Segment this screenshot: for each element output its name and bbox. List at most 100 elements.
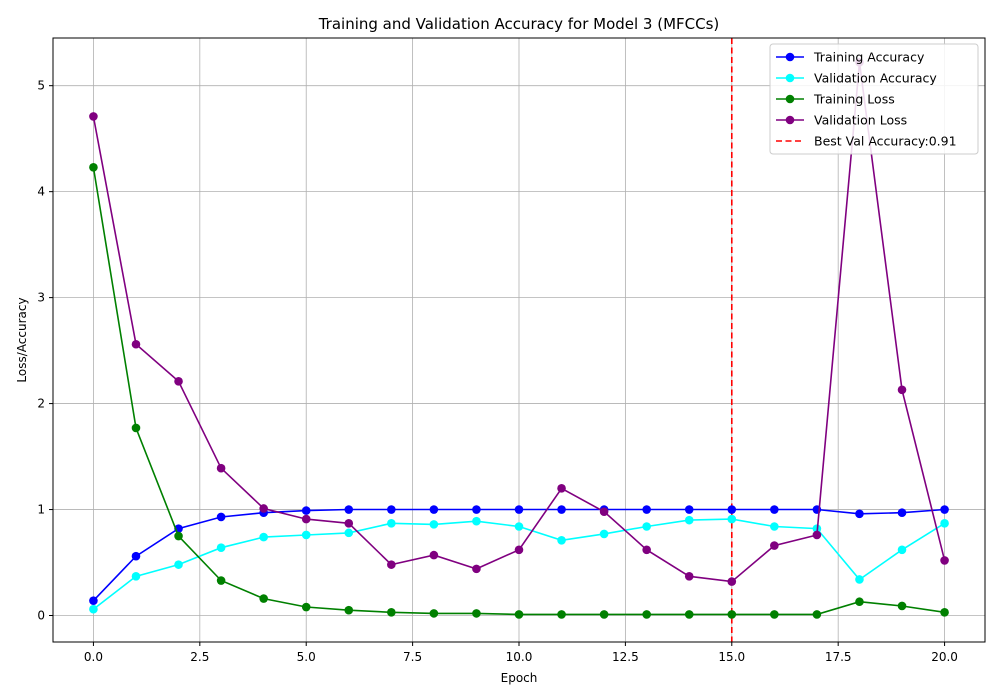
data-point-validation-loss [301, 514, 311, 524]
data-point-training-loss [940, 608, 949, 617]
data-point-training-loss [301, 602, 311, 612]
data-point-training-accuracy [301, 506, 311, 515]
data-point-training-loss [514, 610, 524, 619]
data-point-training-loss [855, 597, 864, 607]
data-point-validation-accuracy [344, 528, 354, 538]
y-tick-label: 4 [37, 185, 45, 199]
data-point-training-loss [344, 605, 354, 615]
legend-item: Validation Loss [776, 113, 907, 128]
data-point-validation-accuracy [940, 519, 949, 528]
data-point-validation-accuracy [599, 529, 609, 539]
legend-item: Best Val Accuracy:0.91 [776, 134, 957, 149]
data-point-validation-loss [812, 530, 822, 540]
data-point-validation-accuracy [429, 520, 439, 529]
series-training-accuracy [89, 505, 949, 605]
data-point-validation-accuracy [684, 515, 694, 525]
axis-ticks: 0.0 2.5 5.0 7.5 10.0 12.5 15.0 17.5 20.0 0 1 2 3 4 5 [37, 79, 958, 664]
data-point-training-accuracy [89, 596, 98, 605]
data-point-training-accuracy [855, 509, 864, 519]
x-tick-label: 0.0 [84, 650, 103, 664]
data-point-training-accuracy [472, 505, 481, 514]
data-point-training-accuracy [642, 505, 651, 514]
data-point-validation-loss [684, 572, 694, 581]
data-point-training-loss [429, 609, 439, 618]
data-point-validation-loss [344, 519, 354, 528]
x-tick-label: 5.0 [297, 650, 316, 664]
data-point-validation-accuracy [472, 516, 481, 526]
x-tick-label: 17.5 [825, 650, 852, 664]
data-point-validation-accuracy [897, 545, 907, 555]
data-point-validation-loss [89, 112, 98, 121]
legend-marker [785, 73, 795, 83]
data-point-validation-accuracy [514, 522, 524, 531]
x-tick-label: 7.5 [403, 650, 422, 664]
legend: Training Accuracy Validation Accuracy Trai… [769, 43, 979, 155]
data-point-training-loss [174, 531, 183, 541]
data-point-validation-accuracy [855, 575, 864, 584]
x-axis-label: Epoch [501, 671, 538, 685]
data-point-training-loss [599, 610, 609, 619]
data-point-training-accuracy [429, 505, 439, 514]
legend-item: Validation Accuracy [776, 71, 937, 86]
data-point-validation-accuracy [131, 572, 141, 581]
series-validation-loss [89, 58, 949, 586]
data-point-training-loss [89, 162, 98, 172]
data-point-validation-loss [642, 545, 651, 555]
data-point-training-loss [684, 610, 694, 619]
x-tick-label: 20.0 [931, 650, 958, 664]
y-tick-label: 2 [37, 397, 45, 411]
data-point-validation-accuracy [89, 604, 98, 614]
legend-marker [785, 94, 795, 104]
data-point-training-accuracy [131, 551, 141, 561]
x-tick-label: 10.0 [506, 650, 533, 664]
data-point-validation-loss [599, 507, 609, 516]
data-point-validation-loss [472, 564, 481, 574]
legend-label: Validation Loss [814, 113, 907, 128]
series-training-loss [89, 162, 949, 619]
data-point-validation-loss [514, 545, 524, 555]
legend-label: Best Val Accuracy:0.91 [814, 134, 957, 149]
legend-label: Training Accuracy [813, 50, 925, 65]
data-point-training-loss [897, 601, 907, 611]
data-point-training-loss [770, 610, 779, 619]
data-point-validation-loss [727, 577, 737, 586]
data-point-training-loss [727, 610, 737, 619]
data-point-validation-loss [897, 385, 907, 395]
data-point-training-accuracy [727, 505, 737, 514]
data-point-training-accuracy [940, 505, 949, 514]
data-point-training-accuracy [770, 505, 779, 514]
data-point-training-loss [812, 610, 822, 619]
y-tick-label: 0 [37, 609, 45, 623]
data-point-validation-accuracy [387, 519, 396, 528]
x-tick-label: 2.5 [190, 650, 209, 664]
data-point-validation-loss [216, 463, 226, 473]
data-point-training-loss [131, 423, 141, 433]
legend-label: Validation Accuracy [814, 71, 937, 86]
data-point-validation-loss [131, 339, 141, 349]
legend-label: Training Loss [813, 92, 895, 107]
data-point-training-loss [472, 609, 481, 618]
series-validation-accuracy [89, 514, 949, 614]
data-point-validation-loss [259, 504, 268, 513]
data-point-validation-accuracy [301, 530, 311, 540]
data-point-training-loss [387, 608, 396, 617]
data-point-training-accuracy [216, 512, 226, 522]
x-tick-label: 15.0 [718, 650, 745, 664]
data-point-validation-loss [387, 560, 396, 569]
data-point-training-accuracy [514, 505, 524, 514]
data-point-validation-loss [429, 550, 439, 560]
data-point-training-loss [557, 610, 566, 619]
legend-marker [785, 115, 795, 125]
data-point-training-loss [216, 576, 226, 585]
data-point-validation-accuracy [770, 522, 779, 531]
data-point-validation-accuracy [259, 532, 268, 542]
data-point-validation-accuracy [642, 522, 651, 531]
data-point-validation-loss [174, 377, 183, 386]
series-layer [89, 58, 949, 619]
y-tick-label: 5 [37, 79, 45, 93]
legend-box [769, 43, 979, 155]
legend-marker [785, 52, 795, 62]
x-tick-label: 12.5 [612, 650, 639, 664]
legend-item: Training Accuracy [776, 50, 925, 65]
